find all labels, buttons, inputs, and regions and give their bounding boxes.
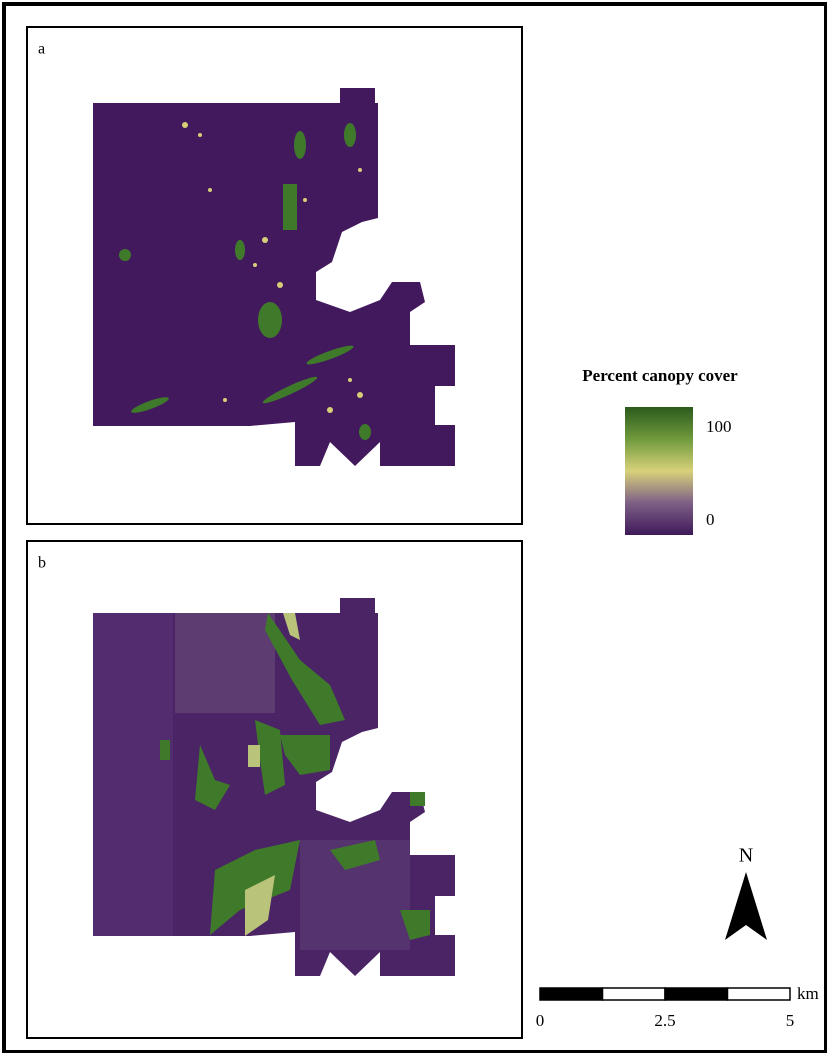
scale-segment xyxy=(665,988,728,1000)
color-ramp xyxy=(625,407,693,535)
scale-tick-label: 0 xyxy=(536,1011,545,1030)
legend-title: Percent canopy cover xyxy=(582,366,738,385)
scale-segment xyxy=(728,988,791,1000)
legend-tick-label: 100 xyxy=(706,417,732,436)
scale-segment xyxy=(540,988,603,1000)
scale-segment xyxy=(603,988,666,1000)
north-label: N xyxy=(739,845,753,867)
north-arrow xyxy=(725,872,767,940)
panel-label: a xyxy=(38,41,45,58)
scale-tick-label: 5 xyxy=(786,1011,795,1030)
legend-tick-label: 0 xyxy=(706,510,715,529)
scale-tick-label: 2.5 xyxy=(654,1011,675,1030)
panel-label: b xyxy=(38,555,46,572)
scale-unit: km xyxy=(797,984,819,1003)
map-figure: a b xyxy=(0,0,827,1053)
